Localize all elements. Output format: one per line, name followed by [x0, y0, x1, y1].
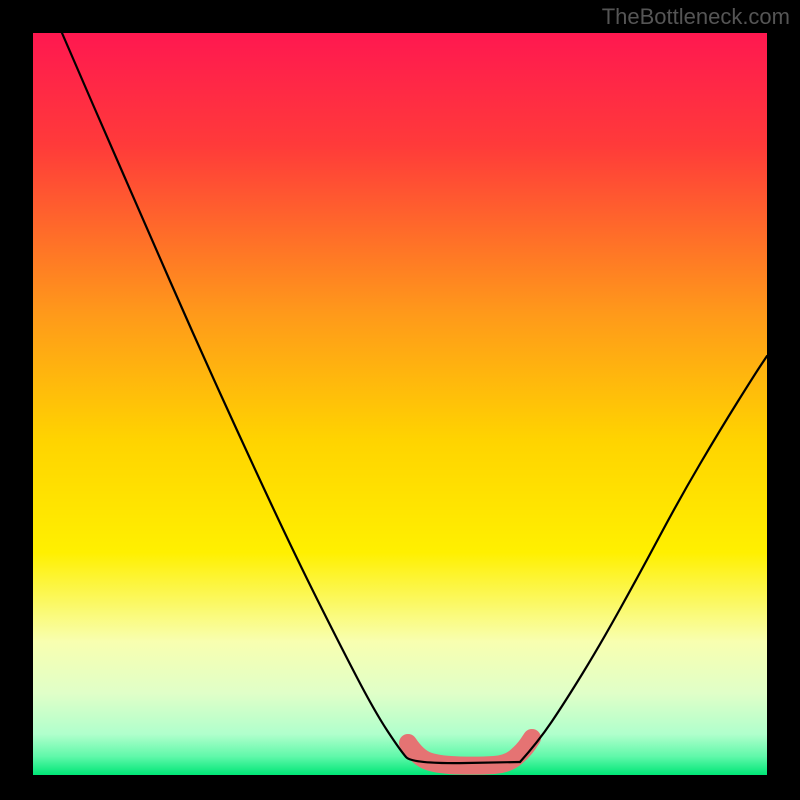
- plot-background: [33, 33, 767, 775]
- chart-container: { "watermark": { "text": "TheBottleneck.…: [0, 0, 800, 800]
- bottleneck-chart: [0, 0, 800, 800]
- watermark-text: TheBottleneck.com: [602, 4, 790, 30]
